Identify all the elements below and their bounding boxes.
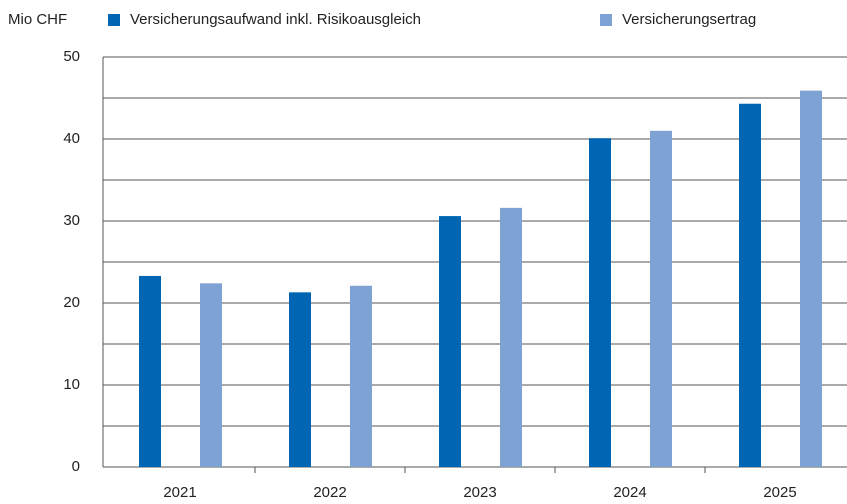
x-tick-label: 2022 [313, 484, 346, 501]
y-tick-label: 0 [72, 458, 80, 475]
legend-label: Versicherungsaufwand inkl. Risikoausglei… [130, 11, 421, 28]
bar [289, 292, 311, 467]
bar [500, 207, 522, 467]
bar [800, 90, 822, 468]
y-tick-label: 30 [63, 212, 80, 229]
legend-label: Versicherungsertrag [622, 11, 756, 28]
y-unit: Mio CHF [8, 11, 67, 28]
bar [350, 285, 372, 467]
y-tick-label: 10 [63, 376, 80, 393]
bar [139, 275, 161, 467]
legend-swatch [600, 14, 612, 26]
bar [650, 130, 672, 468]
x-tick-label: 2024 [613, 484, 646, 501]
y-tick-label: 40 [63, 130, 80, 147]
y-tick-label: 20 [63, 294, 80, 311]
bar [739, 103, 761, 468]
bar [200, 283, 222, 467]
legend-swatch [108, 14, 120, 26]
x-tick-label: 2025 [763, 484, 796, 501]
bar [439, 216, 461, 467]
x-tick-label: 2021 [163, 484, 196, 501]
x-tick-label: 2023 [463, 484, 496, 501]
bar [589, 138, 611, 467]
y-tick-label: 50 [63, 48, 80, 65]
